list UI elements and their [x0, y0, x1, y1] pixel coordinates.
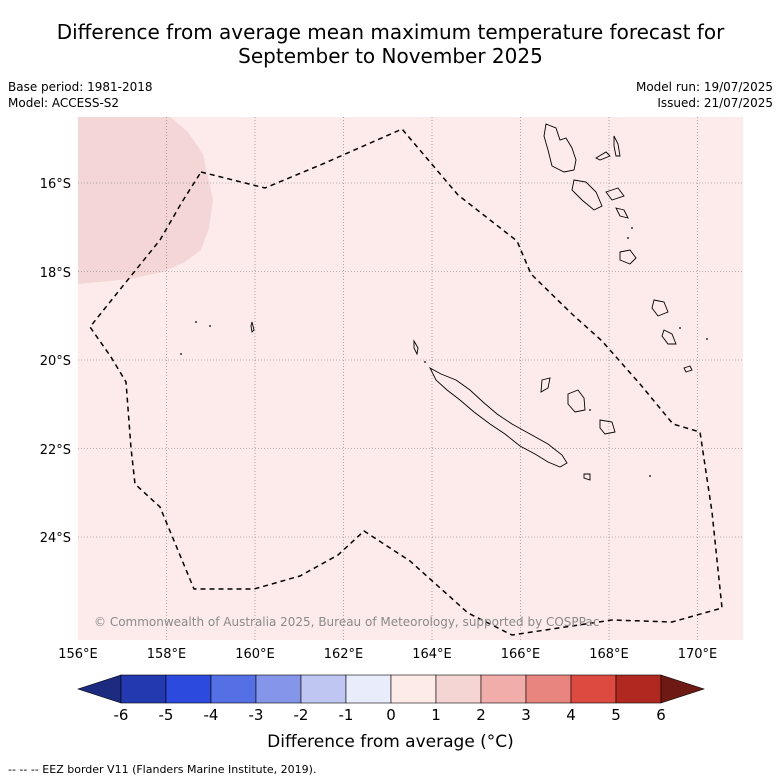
colorbar-bin — [435, 674, 482, 704]
lat-label-18s: 18°S — [40, 266, 71, 281]
lon-label-170e: 170°E — [678, 647, 718, 662]
maewo-pentecost — [613, 135, 621, 157]
eez-footnote: -- -- -- EEZ border V11 (Flanders Marine… — [8, 763, 317, 776]
colorbar-bin — [345, 674, 392, 704]
new-caledonia-grande-terre — [428, 366, 568, 468]
colorbar-tick-label: -2 — [294, 706, 309, 724]
lat-label-20s: 20°S — [40, 354, 71, 369]
colorbar-tick-label: -3 — [249, 706, 264, 724]
efate — [619, 249, 637, 265]
model-run: Model run: 19/07/2025 — [635, 80, 773, 94]
lon-label-162e: 162°E — [324, 647, 364, 662]
colorbar-tick-label: -4 — [204, 706, 219, 724]
colorbar-bin — [480, 674, 527, 704]
colorbar-tick-label: 5 — [611, 706, 621, 724]
lon-label-166e: 166°E — [501, 647, 541, 662]
latitude-axis: 16°S 18°S 20°S 22°S 24°S — [40, 177, 71, 546]
title-line-2: September to November 2025 — [238, 44, 543, 68]
isle-of-pines — [583, 473, 591, 481]
chart-title: Difference from average mean maximum tem… — [0, 20, 781, 68]
malakula — [571, 179, 603, 211]
lon-label-164e: 164°E — [412, 647, 452, 662]
longitude-axis: 156°E 158°E 160°E 162°E 164°E 166°E 168°… — [58, 647, 717, 662]
colorbar-bin — [120, 674, 167, 704]
lat-label-24s: 24°S — [40, 531, 71, 546]
colorbar-tick-label: -6 — [114, 706, 129, 724]
belep-islands — [413, 339, 419, 356]
meta-left: Base period: 1981-2018 Model: ACCESS-S2 — [8, 79, 153, 111]
colorbar-extend-high — [660, 674, 705, 704]
colorbar-tick-label: 0 — [386, 706, 396, 724]
colorbar-tick-label: 3 — [521, 706, 531, 724]
epi — [615, 207, 629, 219]
chesterfield-islet — [250, 321, 255, 333]
colorbar — [77, 674, 705, 704]
mare — [599, 419, 616, 435]
colorbar-ticks: -6 -5 -4 -3 -2 -1 0 1 2 3 4 5 6 — [114, 706, 666, 724]
ambrym — [605, 187, 625, 201]
colorbar-bin — [165, 674, 212, 704]
colorbar-tick-label: -1 — [339, 706, 354, 724]
warm-anomaly-patch — [78, 117, 213, 284]
lifou — [567, 389, 586, 413]
coastlines — [250, 123, 693, 481]
colorbar-tick-label: 4 — [566, 706, 576, 724]
colorbar-bin — [210, 674, 257, 704]
tanna — [661, 329, 677, 345]
graticule — [78, 117, 743, 640]
colorbar-bin — [570, 674, 617, 704]
small-islets — [180, 227, 708, 477]
copyright-note: © Commonwealth of Australia 2025, Bureau… — [94, 615, 599, 629]
colorbar-tick-label: -5 — [159, 706, 174, 724]
espiritu-santo — [543, 123, 577, 173]
base-period: Base period: 1981-2018 — [8, 80, 153, 94]
colorbar-tick-label: 2 — [476, 706, 486, 724]
colorbar-bin — [300, 674, 347, 704]
colorbar-label: Difference from average (°C) — [267, 732, 514, 752]
aneityum — [683, 365, 693, 373]
colorbar-extend-low — [77, 674, 122, 704]
lon-label-168e: 168°E — [589, 647, 629, 662]
model-name: Model: ACCESS-S2 — [8, 96, 120, 110]
lon-label-158e: 158°E — [147, 647, 187, 662]
meta-right: Model run: 19/07/2025 Issued: 21/07/2025 — [636, 79, 773, 111]
ouvea — [540, 377, 551, 393]
lon-label-160e: 160°E — [235, 647, 275, 662]
colorbar-bin — [615, 674, 662, 704]
eez-border — [89, 128, 723, 636]
ambae — [595, 151, 611, 161]
colorbar-bin — [390, 674, 437, 704]
colorbar-tick-label: 1 — [431, 706, 441, 724]
lon-label-156e: 156°E — [58, 647, 98, 662]
colorbar-bin — [525, 674, 572, 704]
issued-date: Issued: 21/07/2025 — [657, 96, 773, 110]
lat-label-22s: 22°S — [40, 443, 71, 458]
colorbar-bin — [255, 674, 302, 704]
title-line-1: Difference from average mean maximum tem… — [56, 20, 725, 44]
colorbar-tick-label: 6 — [656, 706, 666, 724]
erromango — [651, 299, 669, 317]
lat-label-16s: 16°S — [40, 177, 71, 192]
